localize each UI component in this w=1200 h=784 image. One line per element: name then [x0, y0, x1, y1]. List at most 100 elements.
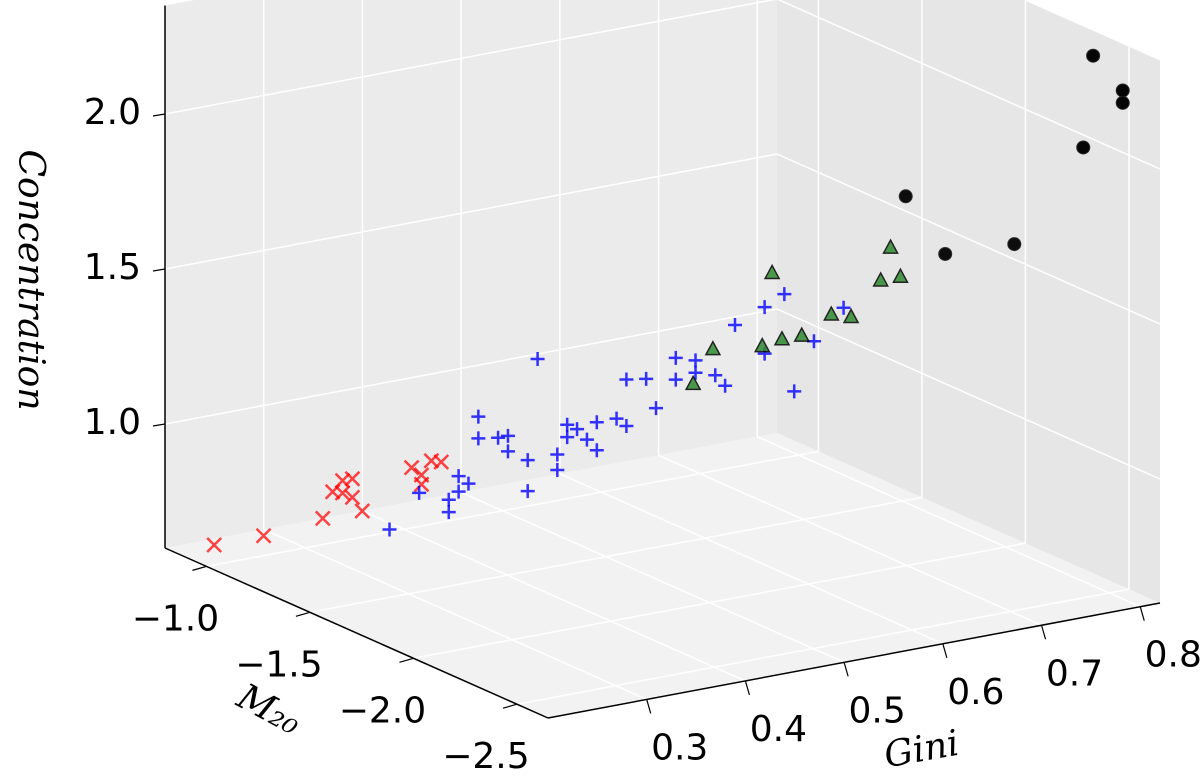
marker-triangle — [892, 267, 909, 283]
y-axis — [164, 547, 549, 719]
tick-mark — [942, 643, 948, 658]
marker-plus — [471, 409, 486, 424]
marker-plus — [550, 463, 565, 478]
tick-mark — [399, 657, 414, 663]
grid-line — [164, 308, 778, 425]
grid-line — [658, 454, 1042, 626]
tick-mark — [295, 611, 311, 617]
marker-plus — [589, 415, 604, 430]
marker-x — [413, 476, 430, 493]
marker-plus — [441, 492, 456, 507]
marker-x — [344, 489, 361, 506]
marker-plus — [570, 422, 585, 437]
marker-plus — [412, 485, 427, 500]
y-tick-label: −2.5 — [442, 736, 529, 777]
tick-mark — [502, 703, 518, 709]
marker-plus — [728, 318, 742, 333]
marker-plus — [787, 384, 802, 399]
marker-plus — [560, 430, 575, 445]
marker-plus — [560, 417, 575, 432]
marker-plus — [668, 372, 683, 387]
y-tick-label: −1.0 — [132, 598, 219, 639]
marker-x — [344, 470, 361, 487]
marker-plus — [609, 411, 624, 426]
x-tick-label: 0.7 — [1046, 653, 1103, 694]
tick-mark — [646, 699, 652, 714]
marker-plus — [520, 453, 535, 468]
marker-triangle — [872, 271, 889, 287]
y-axis-label: M₂₀ — [230, 676, 308, 744]
grid-line — [756, 436, 1141, 608]
y-tick-label: −2.0 — [339, 690, 426, 731]
marker-plus — [619, 419, 634, 434]
grid-line — [164, 0, 776, 115]
z-tick-label: 2.0 — [84, 92, 141, 133]
marker-triangle — [882, 238, 899, 254]
tick-mark — [744, 680, 750, 696]
x-tick-label: 0.6 — [947, 672, 1004, 713]
tick-mark — [152, 113, 166, 117]
marker-plus — [441, 505, 456, 520]
marker-circle — [1115, 95, 1130, 110]
marker-plus — [451, 484, 466, 499]
marker-plus — [382, 522, 397, 537]
marker-plus — [718, 378, 733, 393]
marker-triangle — [684, 374, 702, 391]
marker-plus — [500, 428, 515, 443]
grid-line — [206, 450, 819, 568]
marker-triangle — [793, 326, 810, 342]
marker-x — [206, 537, 223, 553]
grid-line — [460, 491, 845, 664]
marker-triangle — [753, 337, 771, 353]
tick-mark — [152, 268, 166, 272]
grid-line — [164, 153, 778, 270]
x-tick-label: 0.4 — [750, 709, 807, 750]
marker-plus — [530, 352, 545, 367]
marker-plus — [520, 484, 535, 499]
x-tick-label: 0.8 — [1145, 635, 1200, 676]
marker-plus — [500, 444, 515, 459]
marker-x — [314, 510, 331, 527]
marker-plus — [451, 469, 466, 484]
marker-plus — [639, 371, 654, 386]
marker-plus — [836, 300, 851, 315]
marker-x — [403, 459, 420, 476]
marker-triangle — [704, 340, 722, 356]
marker-plus — [471, 431, 486, 446]
marker-plus — [708, 368, 723, 383]
marker-triangle — [763, 263, 781, 280]
tick-mark — [1040, 625, 1047, 640]
x-tick-label: 0.3 — [651, 727, 708, 768]
grid-line — [516, 588, 1130, 705]
z-tick-label: 1.0 — [84, 402, 141, 443]
marker-circle — [938, 246, 953, 261]
back-pane — [165, 0, 777, 548]
marker-plus — [668, 350, 683, 365]
panes — [165, 0, 1160, 718]
marker-plus — [619, 372, 634, 387]
side-pane — [777, 0, 1160, 603]
grid-line — [309, 496, 923, 614]
marker-x — [354, 503, 371, 519]
marker-plus — [461, 476, 476, 491]
y-tick-label: −1.5 — [235, 644, 322, 685]
marker-plus — [688, 353, 703, 368]
grid-line — [777, 0, 1161, 170]
marker-plus — [550, 447, 565, 462]
z-tick-label: 1.5 — [84, 247, 141, 288]
marker-plus — [688, 365, 703, 380]
marker-triangle — [823, 305, 840, 321]
marker-x — [433, 454, 450, 470]
tick-mark — [192, 565, 207, 571]
tick-mark — [1139, 606, 1145, 621]
x-tick-label: 0.5 — [848, 690, 905, 731]
marker-circle — [898, 189, 913, 204]
marker-circle — [1115, 83, 1130, 98]
grid-line — [776, 308, 1161, 480]
marker-circle — [1007, 237, 1022, 252]
marker-x — [255, 527, 272, 544]
marker-plus — [649, 401, 664, 416]
grid-line — [559, 473, 944, 645]
marker-circle — [1076, 140, 1091, 155]
